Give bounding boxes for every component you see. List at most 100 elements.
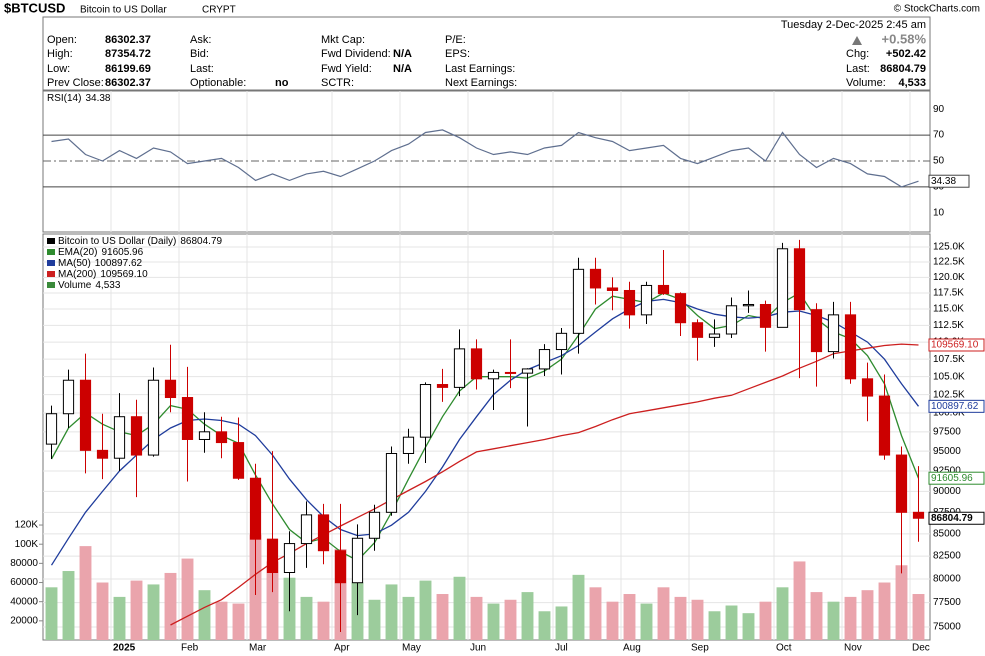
candle-body — [759, 303, 772, 328]
quote-value: +502.42 — [886, 48, 926, 60]
candle-body — [657, 284, 670, 295]
quote-value: 86199.69 — [105, 63, 151, 75]
candle-body — [266, 538, 279, 573]
x-tick-label: Jul — [555, 643, 568, 654]
legend-entry: Volume 4,533 — [58, 280, 121, 291]
moving-average-line — [50, 298, 920, 566]
volume-bar — [623, 594, 636, 640]
volume-bar — [181, 558, 194, 640]
candle-body — [453, 348, 466, 388]
quote-panel — [42, 16, 931, 91]
moving-average-line — [170, 343, 919, 626]
quote-value: N/A — [393, 48, 412, 60]
candle-body — [861, 378, 874, 397]
volume-bar — [96, 582, 109, 640]
candle-body — [232, 442, 245, 479]
rsi-panel — [42, 90, 931, 233]
volume-bar — [419, 580, 432, 640]
volume-bar — [521, 592, 534, 640]
legend-entry: MA(200) 109569.10 — [58, 269, 148, 280]
value-flag-label: 100897.62 — [931, 401, 979, 412]
candle-body — [810, 309, 823, 353]
volume-bar — [742, 613, 755, 640]
y-tick-label: 107.5K — [933, 354, 965, 365]
quote-label: Low: — [47, 63, 70, 75]
volume-bar — [62, 571, 75, 640]
quote-value: 86302.37 — [105, 77, 151, 89]
value-flag — [928, 511, 985, 525]
quote-value: N/A — [393, 63, 412, 75]
quote-value: 86804.79 — [880, 63, 926, 75]
candle-body — [300, 514, 313, 545]
change-pct: +0.58% — [882, 31, 927, 46]
quote-label: Fwd Dividend: — [321, 48, 391, 60]
volume-tick-label: 60000 — [10, 577, 38, 588]
volume-bar — [436, 594, 449, 640]
value-flag — [928, 399, 985, 413]
volume-bar — [657, 587, 670, 640]
volume-bar — [147, 584, 160, 640]
candle-body — [283, 543, 296, 573]
quote-label: Bid: — [190, 48, 209, 60]
volume-bar — [402, 596, 415, 640]
candle-body — [640, 284, 653, 316]
volume-bar — [708, 611, 721, 640]
candle-body — [164, 379, 177, 399]
candle-body — [521, 368, 534, 374]
legend-swatch — [47, 271, 55, 277]
candle-body — [130, 416, 143, 456]
candle-body — [912, 511, 925, 519]
candle-body — [572, 268, 585, 334]
candle-body — [623, 289, 636, 316]
candle-body — [368, 511, 381, 539]
y-tick-label: 105.0K — [933, 371, 965, 382]
quote-label: Next Earnings: — [445, 77, 517, 89]
y-tick-label: 85000 — [933, 529, 961, 540]
x-tick-label: Nov — [844, 643, 862, 654]
candle-body — [45, 413, 58, 445]
rsi-tick-label: 90 — [933, 104, 945, 115]
quote-label: Optionable: — [190, 77, 246, 89]
quote-label: EPS: — [445, 48, 470, 60]
volume-bar — [861, 590, 874, 640]
volume-bar — [232, 603, 245, 640]
x-tick-label: Feb — [181, 643, 199, 654]
quote-label: Mkt Cap: — [321, 34, 365, 46]
legend-entry: EMA(20) 91605.96 — [58, 247, 144, 258]
value-flag-label: 34.38 — [931, 176, 956, 187]
candle-body — [504, 371, 517, 374]
volume-bar — [640, 603, 653, 640]
quote-date: Tuesday 2-Dec-2025 2:45 am — [781, 19, 926, 31]
candle-body — [878, 395, 891, 456]
legend-entry: Bitcoin to US Dollar (Daily) 86804.79 — [58, 236, 223, 247]
volume-bar — [470, 596, 483, 640]
legend-value: 109569.10 — [100, 269, 148, 280]
y-tick-label: 92500 — [933, 466, 961, 477]
candle-body — [844, 314, 857, 380]
instrument-name: Bitcoin to US Dollar — [80, 5, 167, 16]
value-flag — [928, 174, 970, 188]
candle-body — [793, 248, 806, 311]
volume-tick-label: 120K — [15, 520, 39, 531]
volume-bar — [300, 596, 313, 640]
legend-value: 100897.62 — [95, 258, 143, 269]
y-tick-label: 95000 — [933, 446, 961, 457]
quote-value: 87354.72 — [105, 48, 151, 60]
candle-body — [470, 348, 483, 380]
volume-bar — [725, 605, 738, 640]
volume-bar — [759, 601, 772, 640]
y-tick-label: 77500 — [933, 597, 961, 608]
quote-label: Chg: — [846, 48, 869, 60]
quote-label: SCTR: — [321, 77, 354, 89]
y-tick-label: 75000 — [933, 622, 961, 633]
rsi-value: 34.38 — [85, 93, 110, 104]
volume-bar — [79, 546, 92, 640]
quote-label: Last: — [190, 63, 214, 75]
moving-average-line — [50, 292, 920, 562]
quote-value: 4,533 — [898, 77, 926, 89]
y-tick-label: 90000 — [933, 486, 961, 497]
legend-swatch — [47, 249, 55, 255]
volume-bar — [674, 596, 687, 640]
x-tick-label: Jun — [470, 643, 486, 654]
candle-body — [725, 305, 738, 335]
